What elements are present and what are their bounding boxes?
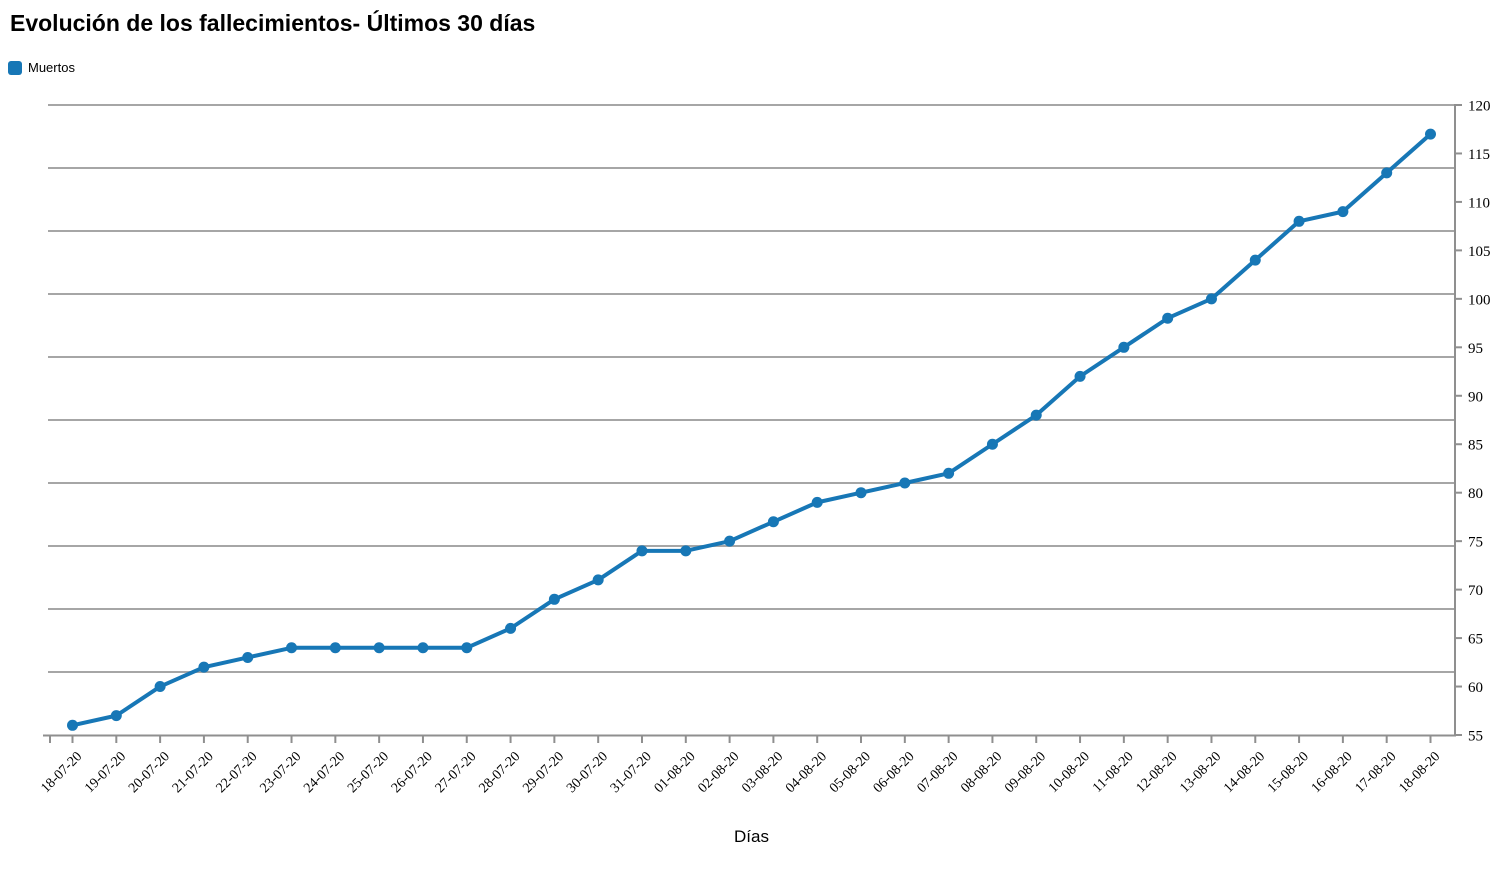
data-point[interactable] xyxy=(986,438,998,450)
x-axis-title: Días xyxy=(734,827,769,846)
x-tick-label: 30-07-20 xyxy=(564,749,611,796)
y-tick-label: 90 xyxy=(1468,389,1483,405)
x-tick-label: 22-07-20 xyxy=(214,749,261,796)
x-tick-label: 28-07-20 xyxy=(476,749,523,796)
x-tick-label: 25-07-20 xyxy=(345,749,392,796)
x-tick-label: 11-08-20 xyxy=(1090,749,1137,796)
x-tick-label: 05-08-20 xyxy=(827,749,874,796)
x-tick-label: 18-08-20 xyxy=(1396,749,1443,796)
x-tick-label: 29-07-20 xyxy=(520,749,567,796)
y-tick-label: 120 xyxy=(1468,99,1491,115)
x-tick-label: 06-08-20 xyxy=(871,749,918,796)
data-point[interactable] xyxy=(67,719,78,731)
data-point[interactable] xyxy=(110,710,122,722)
y-tick-label: 115 xyxy=(1468,147,1490,163)
data-point[interactable] xyxy=(373,642,385,654)
data-point[interactable] xyxy=(899,477,911,489)
x-tick-label: 14-08-20 xyxy=(1221,749,1268,796)
series-line-muertos xyxy=(70,132,1433,728)
data-point[interactable] xyxy=(636,545,648,557)
x-tick-label: 26-07-20 xyxy=(389,749,436,796)
y-tick-label: 110 xyxy=(1468,195,1490,211)
data-point[interactable] xyxy=(1162,312,1174,324)
y-tick-label: 75 xyxy=(1468,535,1483,551)
data-point[interactable] xyxy=(461,642,473,654)
data-point[interactable] xyxy=(767,516,779,528)
y-tick-label: 60 xyxy=(1468,680,1483,696)
data-point[interactable] xyxy=(329,642,341,654)
data-point[interactable] xyxy=(811,496,823,508)
x-tick-label: 23-07-20 xyxy=(257,749,304,796)
legend[interactable]: Muertos xyxy=(8,60,75,75)
x-tick-label: 03-08-20 xyxy=(739,749,786,796)
data-point[interactable] xyxy=(154,681,166,693)
data-point[interactable] xyxy=(592,574,604,586)
x-tick-label: 09-08-20 xyxy=(1002,749,1049,796)
x-tick-label: 18-07-20 xyxy=(38,749,85,796)
x-tick-label: 10-08-20 xyxy=(1046,749,1093,796)
data-point[interactable] xyxy=(1293,215,1305,227)
y-tick-label: 70 xyxy=(1468,583,1483,599)
x-tick-label: 08-08-20 xyxy=(958,749,1005,796)
x-tick-label: 04-08-20 xyxy=(783,749,830,796)
x-tick-label: 19-07-20 xyxy=(82,749,129,796)
legend-swatch-icon xyxy=(8,60,22,75)
data-point[interactable] xyxy=(1249,254,1261,266)
y-tick-label: 80 xyxy=(1468,486,1483,502)
x-tick-label: 27-07-20 xyxy=(433,749,480,796)
y-tick-label: 95 xyxy=(1468,341,1483,357)
data-point[interactable] xyxy=(1425,128,1436,140)
legend-label: Muertos xyxy=(28,60,75,75)
x-tick-label: 17-08-20 xyxy=(1353,749,1400,796)
data-point[interactable] xyxy=(1074,370,1086,382)
data-point[interactable] xyxy=(724,535,736,547)
y-tick-label: 65 xyxy=(1468,632,1483,648)
y-tick-label: 100 xyxy=(1468,292,1491,308)
x-tick-label: 12-08-20 xyxy=(1134,749,1181,796)
x-tick-label: 20-07-20 xyxy=(126,749,173,796)
data-point[interactable] xyxy=(417,642,429,654)
data-point[interactable] xyxy=(1030,409,1042,421)
y-tick-label: 105 xyxy=(1468,244,1491,260)
data-point[interactable] xyxy=(548,593,560,605)
data-point[interactable] xyxy=(1337,206,1349,218)
y-tick-label: 55 xyxy=(1468,729,1483,745)
data-point[interactable] xyxy=(1381,167,1393,179)
y-tick-label: 85 xyxy=(1468,438,1483,454)
data-point[interactable] xyxy=(505,622,517,634)
data-point[interactable] xyxy=(943,467,955,479)
x-tick-label: 16-08-20 xyxy=(1309,749,1356,796)
data-point[interactable] xyxy=(680,545,692,557)
x-tick-label: 01-08-20 xyxy=(652,749,699,796)
x-tick-label: 24-07-20 xyxy=(301,749,348,796)
data-point[interactable] xyxy=(1205,293,1217,305)
x-tick-label: 15-08-20 xyxy=(1265,749,1312,796)
x-tick-label: 31-07-20 xyxy=(608,749,655,796)
x-tick-label: 02-08-20 xyxy=(696,749,743,796)
data-point[interactable] xyxy=(198,661,210,673)
x-tick-label: 13-08-20 xyxy=(1177,749,1224,796)
x-tick-label: 21-07-20 xyxy=(170,749,217,796)
data-point[interactable] xyxy=(242,651,254,663)
x-tick-label: 07-08-20 xyxy=(915,749,962,796)
data-point[interactable] xyxy=(1118,341,1130,353)
data-point[interactable] xyxy=(855,487,867,499)
chart-title: Evolución de los fallecimientos- Últimos… xyxy=(10,10,536,36)
data-point[interactable] xyxy=(286,642,298,654)
